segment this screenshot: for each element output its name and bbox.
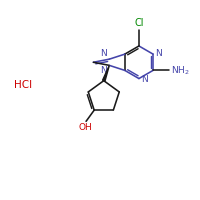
Text: N: N	[100, 49, 107, 58]
Text: OH: OH	[78, 123, 92, 132]
Polygon shape	[103, 65, 109, 81]
Text: N: N	[100, 66, 107, 75]
Text: N: N	[141, 75, 148, 84]
Text: N: N	[155, 49, 162, 58]
Text: Cl: Cl	[135, 18, 144, 28]
Text: NH$_2$: NH$_2$	[171, 64, 190, 77]
Text: HCl: HCl	[14, 80, 33, 90]
